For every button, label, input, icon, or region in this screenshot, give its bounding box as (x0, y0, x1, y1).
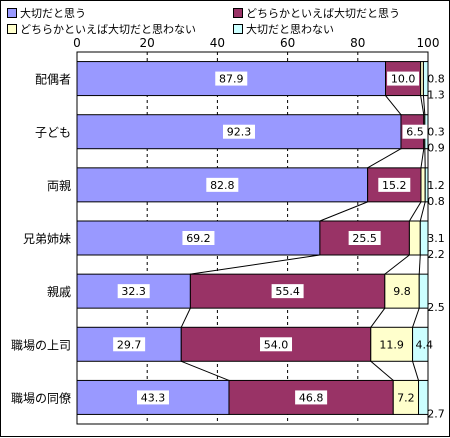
data-label: 3.1 (427, 232, 445, 245)
data-label: 7.2 (397, 391, 415, 404)
data-label: 82.8 (210, 179, 235, 192)
data-label: 69.2 (186, 232, 211, 245)
data-label: 11.9 (379, 338, 404, 351)
data-label: 2.5 (427, 301, 445, 314)
data-label: 0.9 (427, 142, 445, 155)
data-label: 9.8 (393, 285, 411, 298)
data-label: 25.5 (352, 232, 377, 245)
data-label: 0.8 (427, 195, 445, 208)
x-tick-label-80: 80 (350, 36, 365, 50)
data-label: 0.3 (427, 126, 445, 139)
bar-segment (409, 221, 420, 255)
data-label: 2.7 (427, 407, 445, 420)
data-label: 92.3 (227, 126, 252, 139)
data-label: 1.3 (427, 89, 445, 102)
data-label: 6.5 (406, 126, 424, 139)
data-label: 54.0 (264, 338, 289, 351)
x-tick-label-100: 100 (417, 36, 440, 50)
data-label: 4.4 (416, 338, 434, 351)
category-label-4: 親戚 (47, 285, 71, 299)
x-tick-label-60: 60 (280, 36, 295, 50)
data-label: 2.2 (427, 248, 445, 261)
bar-segment (421, 168, 425, 202)
data-label: 29.7 (117, 338, 142, 351)
x-tick-label-40: 40 (210, 36, 225, 50)
data-label: 15.2 (382, 179, 407, 192)
data-label: 55.4 (275, 285, 300, 298)
category-label-0: 配偶者 (35, 73, 71, 87)
category-label-6: 職場の同僚 (11, 390, 71, 405)
category-label-2: 両親 (47, 179, 71, 193)
category-label-5: 職場の上司 (11, 338, 71, 352)
x-tick-label-0: 0 (73, 36, 81, 50)
data-label: 0.8 (427, 73, 445, 86)
data-label: 32.3 (121, 285, 146, 298)
data-label: 10.0 (391, 73, 416, 86)
x-tick-label-20: 20 (140, 36, 155, 50)
data-label: 43.3 (141, 391, 166, 404)
category-label-1: 子ども (35, 126, 71, 140)
data-label: 87.9 (219, 73, 244, 86)
data-label: 46.8 (299, 391, 324, 404)
data-label: 1.2 (427, 179, 445, 192)
category-label-3: 兄弟姉妹 (23, 231, 71, 246)
